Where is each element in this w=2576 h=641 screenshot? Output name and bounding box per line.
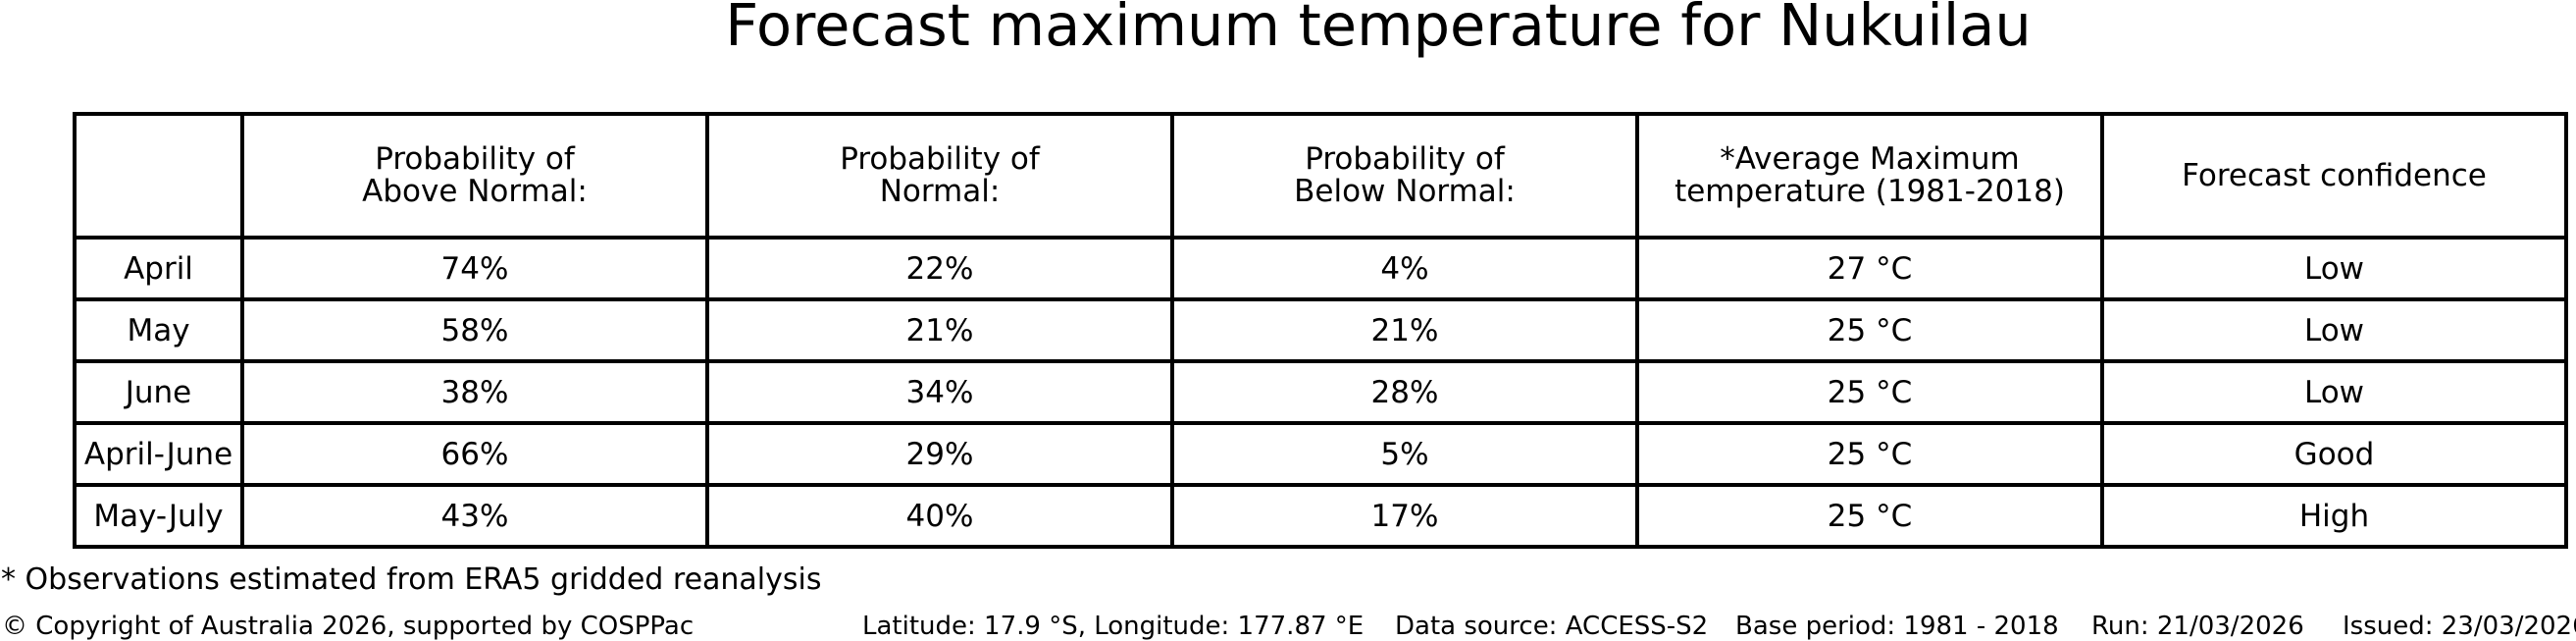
row-label: April [73,236,244,301]
table-row: April 74% 22% 4% 27 °C Low [73,236,2568,301]
footer-data-source: Data source: ACCESS-S2 [1395,612,1709,641]
data-cell: Low [2100,236,2568,301]
data-cell: Low [2100,297,2568,363]
column-header-normal: Probability of Normal: [705,112,1174,240]
row-label: May [73,297,244,363]
data-cell: 28% [1170,359,1639,425]
footer-copyright: © Copyright of Australia 2026, supported… [2,612,695,641]
data-cell: 66% [240,421,709,487]
column-header-forecast-confidence: Forecast confidence [2100,112,2568,240]
forecast-table: Probability of Above Normal: Probability… [73,112,2568,549]
data-cell: 25 °C [1635,421,2104,487]
footer-location: Latitude: 17.9 °S, Longitude: 177.87 °E [862,612,1365,641]
row-label: June [73,359,244,425]
data-cell: 17% [1170,483,1639,549]
data-cell: 29% [705,421,1174,487]
data-cell: 21% [1170,297,1639,363]
data-cell: 40% [705,483,1174,549]
footer-base-period: Base period: 1981 - 2018 [1735,612,2059,641]
table-row: May-July 43% 40% 17% 25 °C High [73,483,2568,549]
data-cell: 25 °C [1635,359,2104,425]
footnote: * Observations estimated from ERA5 gridd… [1,562,822,597]
data-cell: 4% [1170,236,1639,301]
data-cell: 21% [705,297,1174,363]
data-cell: High [2100,483,2568,549]
data-cell: Good [2100,421,2568,487]
row-label: May-July [73,483,244,549]
column-header-below-normal: Probability of Below Normal: [1170,112,1639,240]
data-cell: 58% [240,297,709,363]
data-cell: 25 °C [1635,483,2104,549]
table-row: April-June 66% 29% 5% 25 °C Good [73,421,2568,487]
data-cell: 74% [240,236,709,301]
data-cell: 34% [705,359,1174,425]
data-cell: 5% [1170,421,1639,487]
table-row: May 58% 21% 21% 25 °C Low [73,297,2568,363]
footer-issued-date: Issued: 23/03/2026 [2343,612,2576,641]
data-cell: 27 °C [1635,236,2104,301]
data-cell: 22% [705,236,1174,301]
footer-run-date: Run: 21/03/2026 [2091,612,2304,641]
table-header-row: Probability of Above Normal: Probability… [73,112,2568,240]
data-cell: 43% [240,483,709,549]
data-cell: 38% [240,359,709,425]
table-row: June 38% 34% 28% 25 °C Low [73,359,2568,425]
page-title: Forecast maximum temperature for Nukuila… [725,0,2032,59]
row-label: April-June [73,421,244,487]
column-header-above-normal: Probability of Above Normal: [240,112,709,240]
table-corner-cell [73,112,244,240]
column-header-average-max-temp: *Average Maximum temperature (1981-2018) [1635,112,2104,240]
data-cell: Low [2100,359,2568,425]
data-cell: 25 °C [1635,297,2104,363]
